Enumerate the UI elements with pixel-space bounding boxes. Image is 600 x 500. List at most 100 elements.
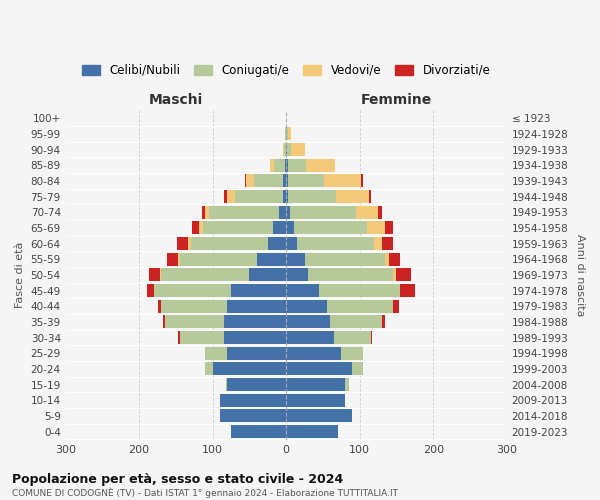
Bar [220,410,286,422]
Bar [192,222,199,234]
Bar [250,268,286,281]
Bar [149,268,160,281]
Bar [224,190,227,203]
Bar [385,222,393,234]
Bar [382,237,393,250]
Bar [274,158,285,172]
Bar [286,222,293,234]
Bar [178,331,179,344]
Bar [227,190,235,203]
Bar [161,268,250,281]
Bar [284,143,286,156]
Bar [286,394,345,406]
Text: Popolazione per età, sesso e stato civile - 2024: Popolazione per età, sesso e stato civil… [12,472,343,486]
Bar [361,174,362,188]
Bar [146,284,154,297]
Text: Femmine: Femmine [361,93,432,107]
Bar [247,174,254,188]
Y-axis label: Anni di nascita: Anni di nascita [575,234,585,316]
Bar [345,378,349,391]
Bar [286,268,308,281]
Bar [279,206,286,218]
Bar [286,128,287,140]
Bar [389,253,400,266]
Bar [385,253,389,266]
Bar [325,174,361,188]
Bar [286,362,352,376]
Bar [179,331,224,344]
Bar [161,300,227,312]
Bar [382,316,385,328]
Bar [199,222,203,234]
Bar [287,128,292,140]
Bar [227,347,286,360]
Bar [178,237,188,250]
Bar [393,268,397,281]
Y-axis label: Fasce di età: Fasce di età [15,242,25,308]
Bar [257,253,286,266]
Bar [209,206,279,218]
Bar [287,143,290,156]
Bar [378,206,382,218]
Bar [202,206,205,218]
Bar [336,190,369,203]
Bar [293,222,367,234]
Bar [369,190,371,203]
Bar [400,284,415,297]
Bar [286,347,341,360]
Bar [226,378,227,391]
Bar [286,300,326,312]
Bar [286,378,345,391]
Bar [227,378,286,391]
Bar [231,425,286,438]
Bar [167,253,178,266]
Legend: Celibi/Nubili, Coniugati/e, Vedovi/e, Divorziati/e: Celibi/Nubili, Coniugati/e, Vedovi/e, Di… [77,59,495,82]
Bar [286,158,287,172]
Bar [286,143,287,156]
Bar [286,284,319,297]
Text: Maschi: Maschi [149,93,203,107]
Bar [319,284,400,297]
Bar [205,362,212,376]
Bar [285,158,286,172]
Bar [286,410,352,422]
Bar [227,300,286,312]
Bar [286,331,334,344]
Bar [367,222,385,234]
Bar [224,331,286,344]
Bar [273,222,286,234]
Bar [290,143,305,156]
Bar [245,174,247,188]
Bar [306,158,335,172]
Bar [191,237,268,250]
Bar [286,316,331,328]
Bar [286,174,287,188]
Bar [287,174,325,188]
Bar [205,347,227,360]
Bar [356,206,378,218]
Bar [270,158,274,172]
Bar [286,253,305,266]
Bar [178,253,179,266]
Bar [352,362,364,376]
Bar [283,143,284,156]
Bar [308,268,393,281]
Bar [371,331,372,344]
Bar [188,237,191,250]
Bar [334,331,371,344]
Bar [326,300,393,312]
Bar [305,253,385,266]
Bar [231,284,286,297]
Bar [341,347,364,360]
Bar [286,206,290,218]
Bar [287,158,306,172]
Bar [205,206,209,218]
Bar [203,222,273,234]
Bar [165,316,224,328]
Text: COMUNE DI CODOGNÈ (TV) - Dati ISTAT 1° gennaio 2024 - Elaborazione TUTTITALIA.IT: COMUNE DI CODOGNÈ (TV) - Dati ISTAT 1° g… [12,488,398,498]
Bar [268,237,286,250]
Bar [286,237,297,250]
Bar [397,268,411,281]
Bar [220,394,286,406]
Bar [212,362,286,376]
